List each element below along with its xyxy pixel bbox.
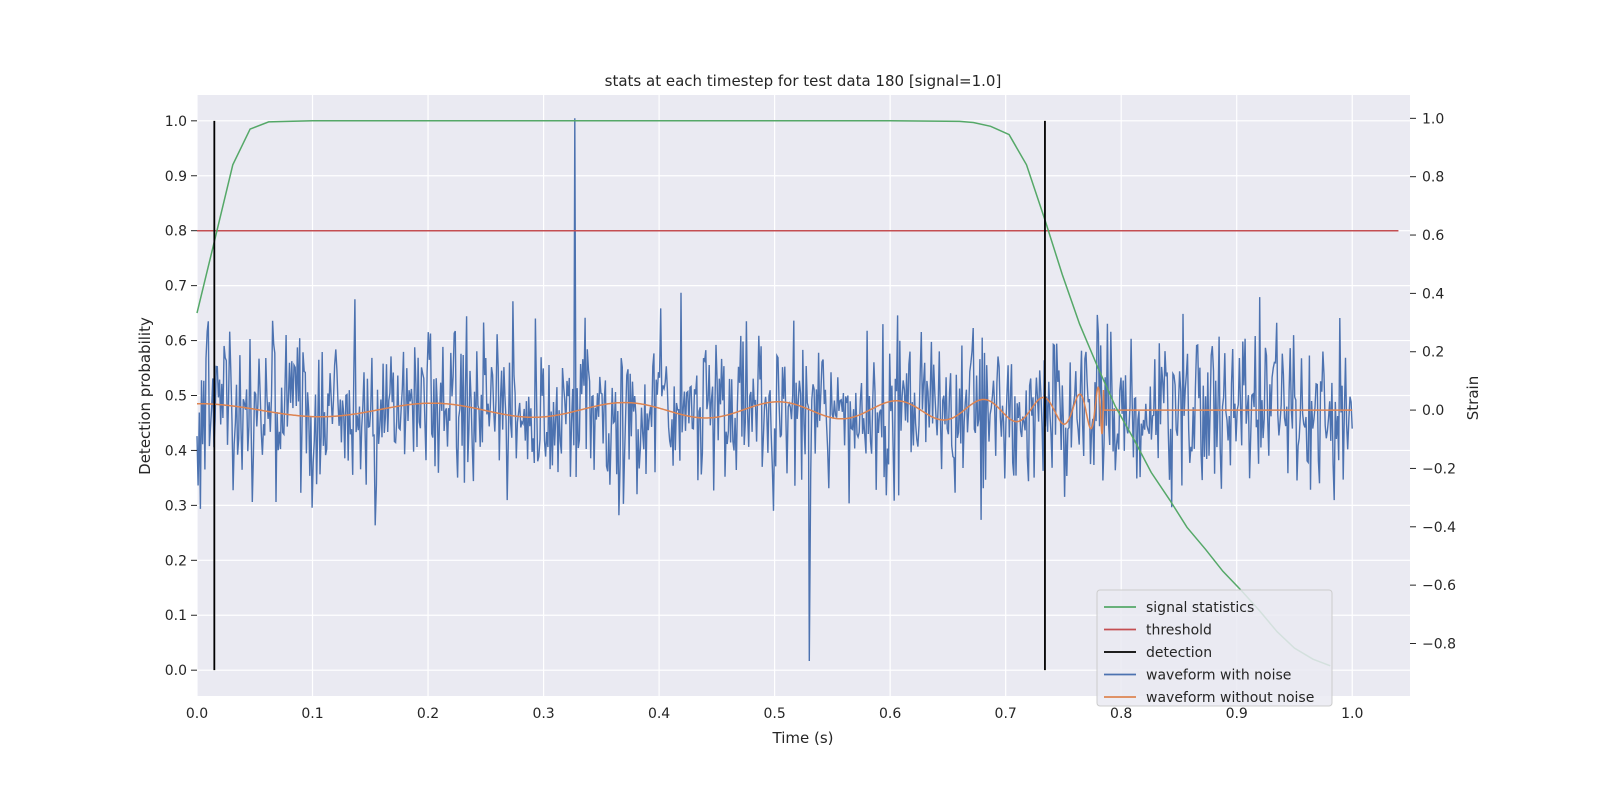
x-tick-label: 1.0 (1341, 706, 1363, 722)
y-tick-label: 0.4 (165, 443, 187, 459)
y-axis-label: Detection probability (136, 317, 154, 475)
y-tick-label: 0.3 (165, 498, 187, 514)
y-tick-label: 0.5 (165, 389, 187, 405)
y-tick-label: 0.2 (165, 553, 187, 569)
y2-tick-label: 0.8 (1422, 170, 1444, 186)
y-tick-label: 0.7 (165, 279, 187, 295)
legend-box (1096, 589, 1333, 707)
y-tick-label: 1.0 (165, 114, 187, 130)
y2-tick-label: 1.0 (1422, 111, 1444, 127)
waveform-without-noise-line (197, 386, 1353, 435)
y-tick-label: 0.9 (165, 169, 187, 185)
y-tick-label: 0.0 (165, 663, 187, 679)
y2-tick-label: 0.0 (1422, 403, 1444, 419)
x-tick-label: 0.1 (301, 706, 323, 722)
x-tick-label: 0.8 (1110, 706, 1132, 722)
legend-label: waveform without noise (1146, 690, 1314, 706)
x-tick-label: 0.0 (186, 706, 208, 722)
y2-tick-label: −0.6 (1422, 578, 1456, 594)
x-tick-label: 0.5 (763, 706, 785, 722)
y-tick-label: 0.8 (165, 224, 187, 240)
legend-label: detection (1146, 645, 1212, 661)
x-axis-label: Time (s) (772, 729, 834, 747)
waveform-with-noise-line (196, 118, 1353, 662)
y2-axis-label: Strain (1464, 376, 1482, 420)
legend-label: waveform with noise (1146, 668, 1291, 684)
x-tick-label: 0.6 (879, 706, 901, 722)
legend-label: signal statistics (1146, 600, 1254, 616)
ticks: 0.0 0.1 0.2 0.3 0.4 0.5 0.6 0.7 0.8 0.9 1.0 0.0 0.1 0… (165, 111, 1456, 722)
x-tick-label: 0.9 (1226, 706, 1248, 722)
x-tick-label: 0.3 (532, 706, 554, 722)
y2-tick-label: 0.2 (1422, 345, 1444, 361)
x-tick-label: 0.2 (417, 706, 439, 722)
y-tick-label: 0.1 (165, 608, 187, 624)
y-tick-label: 0.6 (165, 334, 187, 350)
y2-tick-label: −0.8 (1422, 636, 1456, 652)
x-tick-label: 0.4 (648, 706, 670, 722)
series-layer (196, 118, 1399, 671)
y2-tick-label: −0.4 (1422, 520, 1456, 536)
x-tick-label: 0.7 (995, 706, 1017, 722)
y2-tick-label: 0.6 (1422, 228, 1444, 244)
legend: signal statistics threshold detection wavef… (1096, 589, 1333, 707)
legend-label: threshold (1146, 623, 1212, 639)
y2-tick-label: −0.2 (1422, 461, 1456, 477)
chart-title: stats at each timestep for test data 180… (605, 72, 1002, 90)
y2-tick-label: 0.4 (1422, 286, 1444, 302)
